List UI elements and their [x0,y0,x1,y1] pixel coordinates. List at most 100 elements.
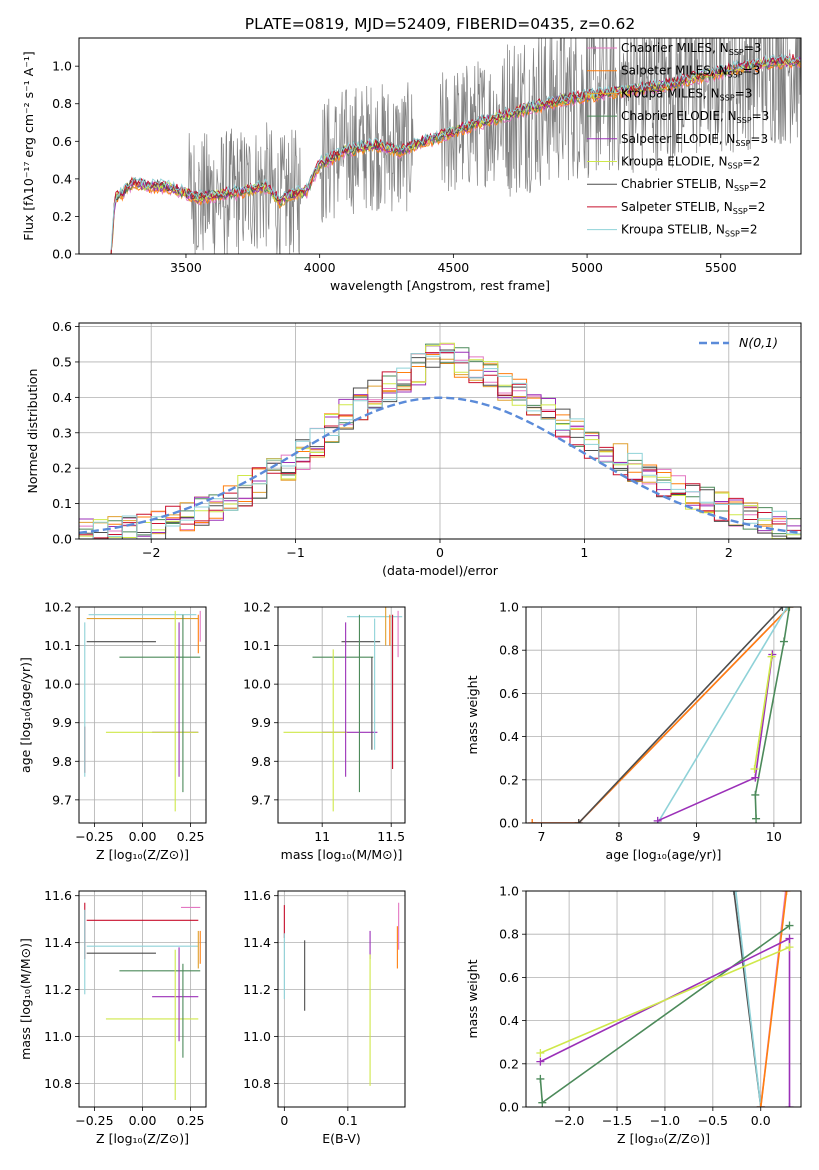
mass-weight-line [532,607,790,823]
massweight-vs-age-panel: 7 8 9 10 0.0 0.2 0.4 0.6 0.8 1.0 age [log₁₀(age/yr… [465,600,802,862]
residual-histogram [79,350,801,539]
axes-frame [78,322,802,540]
mass-weight-marker [752,814,761,823]
y-tick-label: 1.0 [499,600,519,615]
legend-label: Chabrier STELIB, NSSP=2 [621,177,767,193]
mass-weight-marker [536,1074,545,1083]
legend-subscript: SSP [720,93,735,102]
y-axis-label: mass weight [465,675,480,754]
y-axis-label: age [log₁₀(age/yr)] [18,657,33,773]
x-axis-label: E(B-V) [322,1131,361,1146]
x-tick-label: 4000 [304,260,336,275]
y-tick-label: 11.2 [44,982,72,997]
age-vs-mass-panel: 11 11.5 9.7 9.8 9.9 10.0 10.1 10.2 mass [log₁₀(M… [243,600,406,862]
model-spectrum-line [110,52,801,254]
x-tick-label: 0.1 [338,1113,358,1128]
y-tick-label: 9.8 [251,754,271,769]
model-spectrum-line [110,53,801,250]
y-tick-label: 0.0 [499,816,519,831]
y-tick-label: 9.7 [251,792,271,807]
x-tick-label: −0.5 [698,1113,728,1128]
mass-vs-metallicity-panel: −0.25 0.00 0.25 10.8 11.0 11.2 11.4 11.6 Z [log₁… [18,888,207,1146]
y-tick-label: 0.6 [499,970,519,985]
plot-area [283,607,403,812]
age-vs-metallicity-panel: −0.25 0.00 0.25 9.7 9.8 9.9 10.0 10.1 10.2 Z [log… [18,600,207,862]
legend-label: Salpeter MILES, NSSP=3 [621,64,760,80]
y-tick-label: 10.1 [243,638,271,653]
mass-weight-marker [653,816,662,823]
mass-weight-marker [785,943,794,952]
y-tick-label: 1.0 [499,884,519,899]
y-axis-label: Normed distribution [25,369,40,494]
x-axis-label: (data-model)/error [382,563,499,578]
legend-value: =2 [748,200,766,214]
y-tick-label: 9.8 [52,754,72,769]
residuals-panel: −2 −1 0 1 2 0.0 0.1 0.2 0.3 0.4 0.5 0.6 (data-model)… [25,319,802,578]
y-tick-label: 11.4 [243,935,271,950]
x-tick-label: 11.5 [377,829,405,844]
x-tick-label: 8 [615,829,623,844]
legend-subscript: SSP [735,139,750,148]
y-tick-label: 0.8 [499,927,519,942]
mass-weight-marker [574,819,583,823]
plot-area [84,610,201,812]
y-tick-label: 11.0 [243,1029,271,1044]
y-tick-label: 10.8 [243,1076,271,1091]
mass-weight-marker [778,607,787,611]
y-tick-label: 0.6 [52,319,72,334]
x-tick-label: 2 [725,545,733,560]
x-axis-label: wavelength [Angstrom, rest frame] [330,278,550,293]
residual-histogram [79,343,801,539]
x-axis-label: mass [log₁₀(M/M⊙)] [281,847,403,862]
y-tick-label: 9.7 [52,792,72,807]
y-tick-label: 10.0 [44,677,72,692]
x-tick-label: 4500 [437,260,469,275]
legend-label: Chabrier MILES, NSSP=3 [621,41,761,57]
y-tick-label: 0.4 [499,1013,519,1028]
mass-weight-marker [750,765,759,773]
axes-frame [277,606,406,824]
legend-subscript: SSP [733,207,748,216]
plot-area [110,38,801,254]
y-tick-label: 0.4 [52,390,72,405]
y-tick-label: 9.9 [52,715,72,730]
y-axis-label: mass weight [465,959,480,1038]
y-tick-label: 11.6 [243,888,271,903]
y-axis-label: Flux [fλ10⁻¹⁷ erg cm⁻² s⁻¹ A⁻¹] [21,51,36,240]
x-tick-label: 11 [314,829,330,844]
legend-label: N(0,1) [739,335,778,350]
massweight-vs-metallicity-panel: −2.0 −1.5 −1.0 −0.5 0.0 0.0 0.2 0.4 0.6 0.8 1.0 Z [… [465,884,802,1146]
y-tick-label: 0.2 [499,1056,519,1071]
x-tick-label: 0.00 [129,1113,157,1128]
axes-frame [78,37,802,255]
spectrum-panel: 3500 4000 4500 5000 5500 0.0 0.2 0.4 0.6 0.8 1.0 wa… [21,37,802,293]
y-tick-label: 11.0 [44,1029,72,1044]
x-tick-label: 0 [280,1113,288,1128]
x-tick-label: −1.0 [650,1113,680,1128]
mass-weight-marker [528,819,537,823]
y-tick-label: 0.3 [52,425,72,440]
y-tick-label: 0.0 [499,1100,519,1115]
y-tick-label: 10.0 [243,677,271,692]
mass-weight-marker [751,773,760,782]
axes-frame [277,890,406,1108]
mass-weight-marker [731,891,740,895]
y-tick-label: 0.1 [52,496,72,511]
x-tick-label: 9 [692,829,700,844]
x-tick-label: 3500 [170,260,202,275]
y-tick-label: 0.6 [499,686,519,701]
y-tick-label: 10.8 [44,1076,72,1091]
plot-area [528,607,794,823]
axes-frame [78,606,207,824]
mass-weight-line [540,946,790,1054]
y-tick-label: 11.2 [243,982,271,997]
y-tick-label: 0.6 [52,134,72,149]
y-tick-label: 9.9 [251,715,271,730]
legend-value: =2 [740,223,758,237]
legend-subscript: SSP [725,230,740,239]
y-tick-label: 10.2 [243,600,271,615]
mass-weight-marker [785,921,794,930]
y-tick-label: 11.6 [44,888,72,903]
x-tick-label: −0.25 [75,829,113,844]
